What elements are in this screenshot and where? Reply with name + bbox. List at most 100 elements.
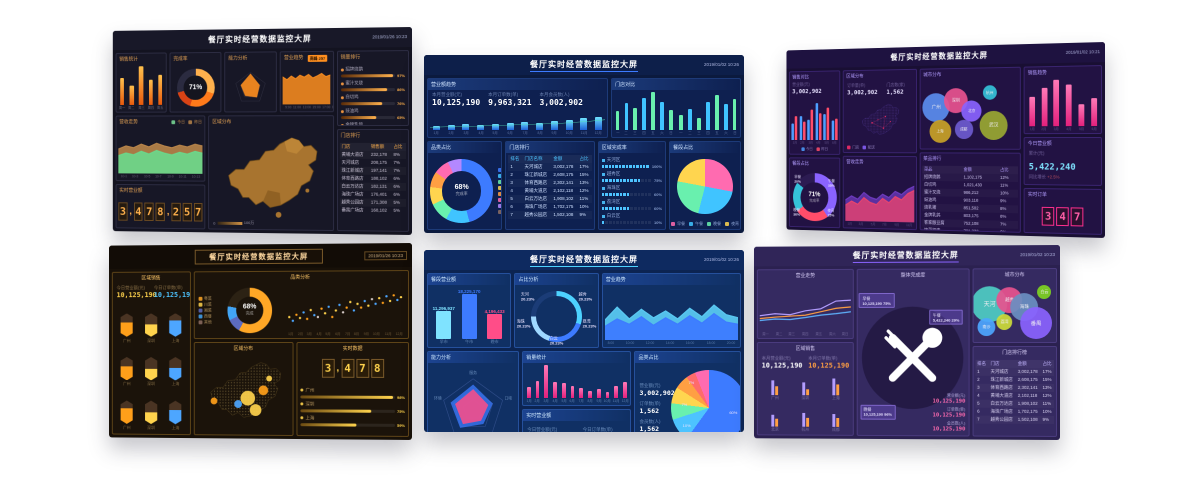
panel-trend-lines: 营业走势 周一 周二 周三 周四 周五 周六 周日: [757, 269, 854, 339]
china-map: 0 100万: [209, 127, 332, 230]
panel-store-compare: 门店对比 一二三四五六日 一二三四五六日: [611, 78, 741, 138]
panel-order-flip-counter: 实时订单 347: [1024, 188, 1102, 235]
bar-chart: 1月 2月 3月 4月 5月 6月 7月 8月 9月 10月 11月 12月: [523, 363, 630, 405]
stacked-area-chart: 10-1 10-3 10-5 10-7 10-9 10-11 10-13: [117, 127, 205, 181]
donut-chart: 68% 完成: [216, 285, 282, 336]
pie-labels: 60% 10% 7% 7%: [680, 365, 738, 432]
kpi-revenue: 本月营业额(元) 10,125,190: [762, 356, 803, 371]
kpi-revenue: 今日营业额(元) 10,125,190: [117, 285, 149, 300]
panel-title: 品类占比: [428, 142, 501, 153]
capsule-gauges: 广州 深圳 上海 广州 深圳 上海 广州 深圳 上海: [113, 302, 190, 434]
china-map-graphic: [845, 100, 914, 143]
kpi-revenue: 今日营业额(元)5,422,240同比增长 +2.3%: [527, 427, 570, 432]
panel-store-table: 门店排行 排名 门店名称 金额 占比 1 天河城店 3,002,178 17% 2 珠江新城店 2,…: [505, 141, 594, 230]
panel-title: 营业走势: [758, 270, 853, 281]
flip-counter: 347: [1025, 200, 1101, 234]
board-body: 区域销售 今日营业额(元) 10,125,190 今日订单数(单) 10,125,1…: [109, 267, 412, 440]
ranking-table: 菜品 金额 占比 招牌烧鹅 1,102,175 12% 白切鸡 1,021,430 11% 蜜汁叉…: [921, 164, 1021, 232]
kpi-orders: 今日订单数(单) 10,125,190: [154, 285, 186, 300]
kpi-orders: 订单量(单) 3,002,902: [847, 83, 877, 97]
panel-title: 能力分析: [428, 352, 518, 363]
panel-category-donut: 品类占比 68%完成率 粤菜川菜湘菜日料西餐火锅烧烤甜品: [427, 141, 502, 230]
panel-title: 区域销售: [758, 343, 853, 354]
panel-title: 品类占比: [635, 352, 740, 363]
board-datetime: 2019/01/26 10:23: [372, 34, 407, 39]
gauge-stats: 营业额(元) 10,125,190 订单数(单) 10,125,190 会员数(人)…: [933, 393, 966, 433]
board-header: 餐厅实时经营数据监控大屏 2019/01/26 10:23: [109, 243, 412, 269]
panel-ability-radar: 能力分析 服务口味性价比卫生环境: [427, 351, 519, 432]
panel-title: 区域分布: [194, 343, 292, 354]
labeled-bar-chart: 11,296,937 早市 18,225,170 午市 4,196,433 晚市: [428, 285, 510, 347]
bar-line-chart: 1月 2月 3月 4月 5月 6月 7月 8月 9月 10月 11月 12月: [428, 109, 607, 137]
panel-region-map: 区域分布 订单量(单) 3,002,902 门店数(家) 1,562 门店 配送: [843, 69, 917, 154]
panel-title: 区域完成率: [599, 142, 665, 153]
bar-chart-left: 一二三四五六日: [614, 92, 674, 135]
dashboard-purple-bright: 餐厅实时经营数据监控大屏 2019/01/02 10:23 营业走势 周一 周二周…: [754, 245, 1060, 440]
panel-title: 区域销售: [113, 272, 190, 283]
dashboard-gold-dark: 餐厅实时经营数据监控大屏 2019/01/26 10:23 区域销售 今日营业额…: [109, 243, 412, 440]
panel-city-bubbles: 城市分布 天河 越秀 海珠 白云 荔湾 番禺 南沙: [972, 268, 1057, 343]
bar-chart: 1月 2月 3月 4月 5月 6月: [1025, 77, 1101, 133]
kpi-row: 本月营业额(元) 10,125,190 本月订单数(单) 9,963,321 本月会…: [428, 90, 607, 109]
ranking-table: 排名 门店名称 金额 占比 1 天河城店 3,002,178 17% 2 珠江新城店 2,608,1…: [506, 153, 593, 229]
panel-title: 销量排行: [338, 51, 408, 63]
chart-legend: 今日 昨日: [790, 146, 840, 154]
panel-dish-table: 菜品排行 菜品 金额 占比 招牌烧鹅 1,102,175 12% 白切鸡 1,021,430 1…: [920, 153, 1021, 233]
map-bubbles: [194, 354, 292, 435]
kpi-block: 累计(元) 5,422,240 同比增长 +2.5%: [1025, 149, 1101, 183]
board-title: 餐厅实时经营数据监控大屏: [530, 254, 638, 267]
panel-meal-rose: 餐段占比 早餐 午餐 晚餐 夜宵: [669, 141, 741, 230]
panel-title: 营业额趋势: [428, 79, 607, 90]
board-header: 餐厅实时经营数据监控大屏 2019/01/02 10:23: [754, 245, 1060, 266]
board-body: 营业额趋势 本月营业额(元) 10,125,190 本月订单数(单) 9,963,3…: [424, 75, 744, 233]
panel-store-table: 门店排行榜 排名 门店 金额 占比 1 天河城店 3,002,178 17% 2 珠江新城店 2,6…: [972, 346, 1057, 437]
board-datetime: 2019/01/02 10:26: [704, 62, 739, 67]
ranking-bars: 招牌烧鹅97%蜜汁叉烧86%白切鸡76%豉油鸡65%金牌乳鸽57%: [338, 62, 408, 125]
board-body: 餐段营业额 11,296,937 早市 18,225,170 午市 4,196,433 晚…: [424, 270, 744, 432]
pie-wrap: 60% 10% 7% 7%: [680, 365, 738, 432]
kpi-orders: 本月订单数(单) 9,963,321: [488, 92, 531, 107]
area-chart: 1月 3月 5月 7月 9月 11月: [844, 167, 916, 229]
chart-tooltip: 高峰 257: [308, 55, 327, 62]
panel-title: 门店对比: [612, 79, 740, 90]
svg-text:服务: 服务: [469, 370, 477, 375]
radar-chart: 服务口味性价比卫生环境: [428, 363, 518, 432]
panel-region-map: 区域分布: [193, 342, 293, 436]
panel-title: 城市分布: [973, 269, 1056, 280]
panel-title: 餐段占比: [670, 142, 740, 153]
dashboard-navy-blue: 餐厅实时经营数据监控大屏 2019/01/02 10:26 营业额趋势 本月营业…: [424, 55, 744, 233]
ring-labels: 天河 20.23% 越秀 20.23% 海珠 20.23% 荔湾 20.23% 白云 20.23%: [515, 284, 597, 347]
kpi-orders: 本月订单数(单) 10,125,190: [808, 356, 849, 371]
panel-volume-bars: 销量统计 1月 2月 3月 4月 5月 6月 7月 8月 9月 10月 11月 12月: [522, 351, 631, 406]
board-body: 营业走势 周一 周二 周三 周四 周五 周六 周日 区域销售 本月营业额(元) 10,125,…: [754, 265, 1060, 440]
panel-title: 销售统计: [117, 53, 166, 64]
panel-completion-donut: 完成率 71%: [170, 52, 222, 113]
panel-trend-wave: 营业趋势 8:00 10:00 12:00 14:00 16:00 18:00 20:00: [602, 273, 741, 348]
panel-revenue-trend: 营收走势 今日 昨日 10-1 10-3 10-5 10-7 10-9 10-11 10-13: [116, 115, 206, 181]
dashboard-bright-blue: 餐厅实时经营数据监控大屏 2019/01/02 10:26 餐段营业额 11,2…: [424, 250, 744, 432]
gauge-area: 早餐 10,125,190 75% 午餐 5,422,240 29% 晚餐 10,125,…: [858, 280, 968, 435]
board-datetime: 2019/01/26 10:23: [364, 251, 407, 260]
panel-trend-area: 营业趋势 9:0011:0013:0015:0017:0019:0021:00 …: [280, 51, 333, 113]
panel-title: 能力分析: [225, 52, 276, 63]
panel-sales-trend-bars: 销售趋势 1月 2月 3月 4月 5月 6月: [1024, 65, 1102, 134]
chart-legend: 早餐 午餐 晚餐 夜宵: [670, 220, 740, 229]
panel-title: 门店排行: [338, 130, 408, 141]
digit-counter: 3,478,257: [117, 196, 205, 229]
china-map-graphic: [211, 129, 330, 228]
panel-completion-gauge: 整体完成度 早餐 10,125,190 75% 午餐 5,422,240 29% 晚餐 1…: [857, 268, 969, 436]
chart-legend: 粤菜 川菜 湘菜 西餐 其他: [196, 285, 213, 336]
panel-sales-bars: 销售统计 周一 周二 周三 周四 周五: [116, 52, 167, 112]
kpi-members: 本月会员数(人) 3,002,902: [540, 92, 583, 107]
map-legend: 门店 配送: [844, 145, 916, 153]
grouped-bar-chart: 1月 2月 3月 4月 5月 6月: [790, 95, 840, 146]
board-body: 销售对比 营业额(元) 3,002,902 1月 2月 3月 4月 5月 6月 今日 昨日 餐…: [786, 62, 1105, 238]
panel-region-sales: 区域销售 今日营业额(元) 10,125,190 今日订单数(单) 10,125,1…: [112, 271, 191, 435]
china-map: [194, 354, 292, 435]
panel-title: 餐段营业额: [428, 274, 510, 285]
board-title: 餐厅实时经营数据监控大屏: [208, 33, 312, 45]
progress-list: 天河区 100% 越秀区 75% 海珠区 60% 荔湾区 60% 白云区 10%: [599, 153, 665, 229]
donut-chart: 68% 完成率: [430, 155, 493, 227]
panel-meal-bars: 餐段营业额 11,296,937 早市 18,225,170 午市 4,196,433 晚…: [427, 273, 511, 348]
panel-region-progress: 区域完成率 天河区 100% 越秀区 75% 海珠区 60% 荔湾区 60% 白云区 10%: [598, 141, 666, 230]
